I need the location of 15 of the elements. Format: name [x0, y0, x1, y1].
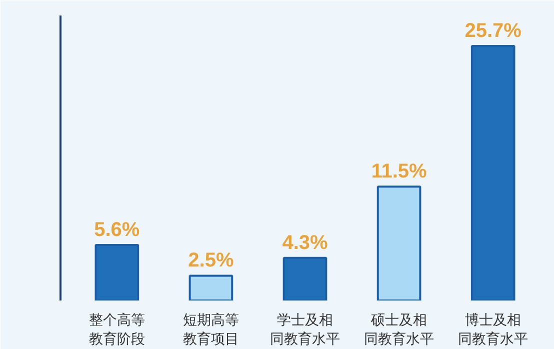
- bar: [376, 186, 422, 300]
- data-label: 11.5%: [371, 160, 428, 183]
- data-label: 5.6%: [94, 219, 140, 242]
- x-tick-label: 短期高等教育项目: [182, 312, 239, 347]
- bar: [94, 244, 140, 300]
- bar: [470, 45, 516, 300]
- data-label: 4.3%: [282, 232, 328, 254]
- x-tick-label: 学士及相同教育水平: [270, 312, 340, 347]
- bar: [188, 274, 234, 300]
- x-tick-label: 博士及相同教育水平: [458, 312, 528, 347]
- data-label: 2.5%: [188, 250, 234, 272]
- data-label: 25.7%: [464, 20, 522, 42]
- x-tick-label: 硕士及相同教育水平: [364, 312, 434, 347]
- bar: [282, 256, 328, 300]
- x-tick-label: 整个高等教育阶段: [88, 312, 145, 347]
